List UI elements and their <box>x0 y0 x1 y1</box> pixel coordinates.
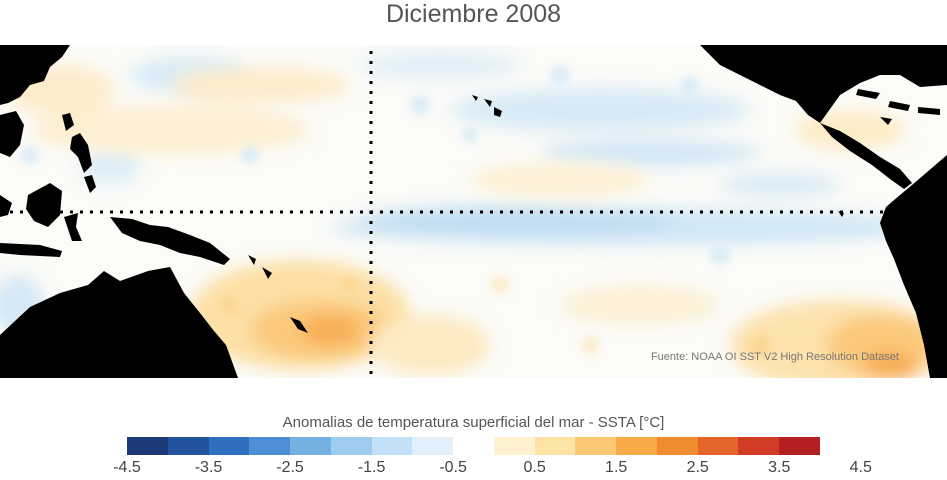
landmass-sumatra-java <box>0 195 62 257</box>
landmass-new-caledonia <box>290 317 308 333</box>
colorbar-swatch <box>167 437 209 455</box>
colorbar-tick-label: 2.5 <box>686 459 709 476</box>
colorbar-ticks: -4.5 -3.5 -2.5 -1.5 -0.5 0.5 1.5 2.5 3.5 4.5 <box>0 459 947 479</box>
colorbar-swatch <box>208 437 250 455</box>
colorbar-tick-label: 0.5 <box>523 459 546 476</box>
landmass-central-america <box>820 123 912 189</box>
colorbar-tick-label: 3.5 <box>768 459 791 476</box>
warm-anomaly-regions <box>5 65 947 378</box>
landmasses <box>0 45 947 378</box>
colorbar-swatch <box>779 437 821 455</box>
speckle-texture <box>21 65 770 355</box>
landmass-borneo <box>26 183 62 227</box>
landmass-sulawesi <box>64 213 82 241</box>
colorbar <box>127 437 821 455</box>
colorbar-swatch <box>127 437 168 455</box>
landmass-indochina <box>0 111 24 157</box>
landmass-solomon-islands <box>248 255 272 279</box>
colorbar-tick-label: -2.5 <box>276 459 304 476</box>
colorbar-tick-label: -0.5 <box>439 459 467 476</box>
colorbar-swatch <box>616 437 657 455</box>
map-title: Diciembre 2008 <box>385 0 562 28</box>
colorbar-tick-label: -4.5 <box>113 459 141 476</box>
landmass-australia <box>0 267 238 378</box>
colorbar-tick-label: 1.5 <box>605 459 628 476</box>
colorbar-swatch <box>493 437 535 455</box>
colorbar-swatch <box>290 437 331 455</box>
landmass-taiwan-philippines <box>62 113 96 193</box>
landmass-hawaii <box>472 95 502 117</box>
colorbar-swatch <box>697 437 739 455</box>
sst-anomaly-map <box>0 45 947 378</box>
colorbar-tick-label: -3.5 <box>194 459 223 476</box>
colorbar-swatch <box>656 437 698 455</box>
landmass-caribbean-islands <box>856 89 940 125</box>
colorbar-swatch <box>249 437 291 455</box>
colorbar-label: Anomalias de temperatura superficial del… <box>282 414 665 431</box>
colorbar-tick-label: -1.5 <box>357 459 386 476</box>
colorbar-swatch <box>738 437 780 455</box>
colorbar-swatch <box>453 437 494 455</box>
colorbar-swatch <box>575 437 617 455</box>
colorbar-swatch <box>412 437 454 455</box>
colorbar-swatch <box>371 437 413 455</box>
landmass-south-america <box>880 155 947 378</box>
landmass-new-guinea <box>110 217 230 265</box>
colorbar-swatch <box>534 437 576 455</box>
colorbar-tick-label: 4.5 <box>849 459 872 476</box>
colorbar-swatch <box>330 437 372 455</box>
data-source-note: Fuente: NOAA OI SST V2 High Resolution D… <box>650 351 899 363</box>
landmass-asia <box>0 45 70 105</box>
landmass-north-america <box>700 45 947 123</box>
